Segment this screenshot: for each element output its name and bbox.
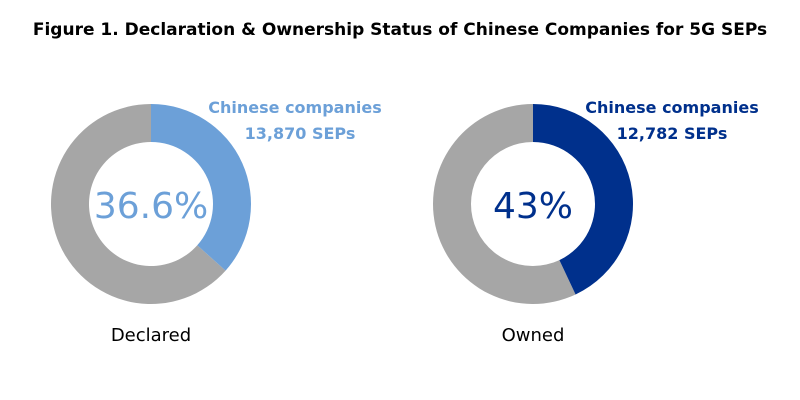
donut-chart-owned: 43% Chinese companies 12,782 SEPs Owned [433, 98, 759, 346]
figure-title: Figure 1. Declaration & Ownership Status… [32, 20, 768, 40]
donut-slice-chinese-companies [151, 104, 252, 271]
callout-sep-count: 13,870 SEPs [245, 124, 356, 143]
donut-slice-chinese-companies [533, 104, 633, 295]
callout-sep-count: 12,782 SEPs [617, 124, 728, 143]
center-percent-label: 36.6% [94, 186, 208, 227]
chart-label-declared: Declared [111, 325, 191, 346]
donut-slice-other [433, 104, 576, 304]
donut-chart-declared: 36.6% Chinese companies 13,870 SEPs Decl… [51, 98, 382, 346]
callout-company-label: Chinese companies [585, 98, 758, 117]
center-percent-label: 43% [493, 186, 573, 227]
chart-label-owned: Owned [502, 325, 565, 346]
donut-slice-other [51, 104, 226, 305]
callout-company-label: Chinese companies [208, 98, 381, 117]
